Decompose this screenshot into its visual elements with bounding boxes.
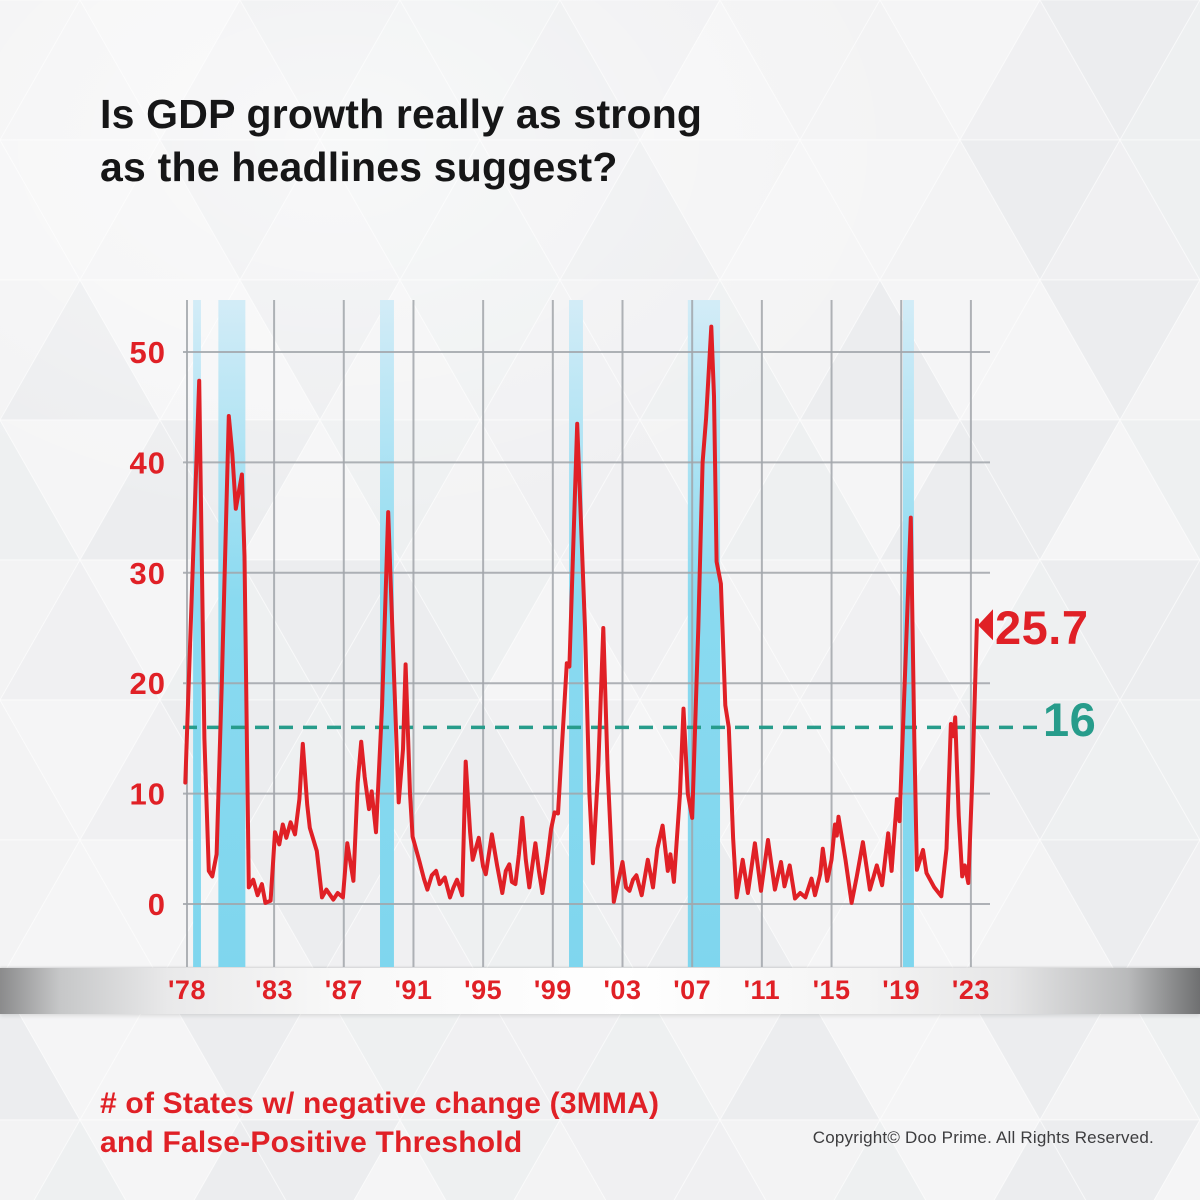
page-title-line2: as the headlines suggest? <box>100 144 618 190</box>
x-tick-label: '87 <box>325 975 363 1005</box>
latest-value-label: 25.7 <box>995 601 1089 654</box>
chart-caption-line2: and False-Positive Threshold <box>100 1126 523 1159</box>
x-tick-label: '15 <box>813 975 851 1005</box>
y-tick-label: 0 <box>148 887 166 922</box>
page-title: Is GDP growth really as strong as the he… <box>100 88 702 194</box>
chart-caption: # of States w/ negative change (3MMA) an… <box>100 1084 659 1162</box>
x-tick-label: '95 <box>464 975 502 1005</box>
copyright-text: Copyright© Doo Prime. All Rights Reserve… <box>812 1128 1154 1147</box>
page-title-line1: Is GDP growth really as strong <box>100 91 703 137</box>
x-tick-label: '99 <box>534 975 572 1005</box>
x-tick-label: '23 <box>952 975 990 1005</box>
y-tick-label: 50 <box>130 335 166 370</box>
threshold-value-label: 16 <box>1043 693 1097 746</box>
y-tick-label: 40 <box>130 445 166 480</box>
x-tick-label: '03 <box>604 975 642 1005</box>
y-tick-label: 10 <box>130 777 166 812</box>
x-tick-label: '78 <box>168 975 206 1005</box>
chart-caption-line1: # of States w/ negative change (3MMA) <box>100 1087 660 1120</box>
x-tick-label: '07 <box>673 975 711 1005</box>
x-tick-label: '83 <box>255 975 293 1005</box>
x-tick-label: '11 <box>744 975 780 1005</box>
x-tick-label: '91 <box>394 975 432 1005</box>
y-tick-label: 30 <box>130 556 166 591</box>
y-tick-label: 20 <box>130 666 166 701</box>
latest-value-arrow-icon <box>977 609 993 641</box>
x-tick-label: '19 <box>882 975 920 1005</box>
